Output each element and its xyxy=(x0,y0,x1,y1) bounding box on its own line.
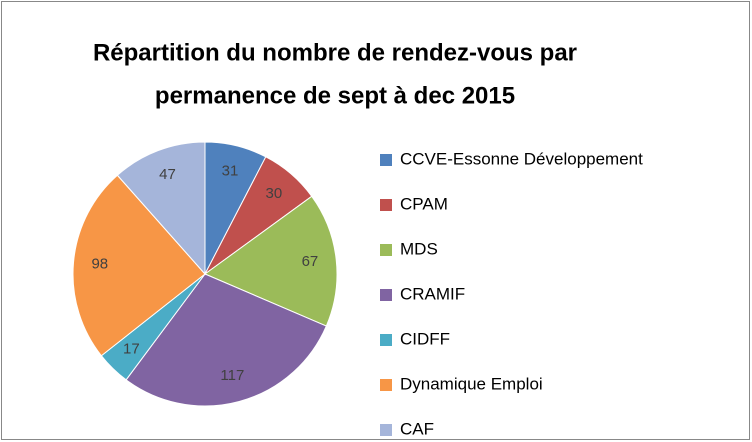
pie-slice xyxy=(203,195,338,327)
data-label: 31 xyxy=(222,162,239,179)
data-label: 47 xyxy=(159,166,176,183)
legend-label: CIDFF xyxy=(400,329,450,348)
data-label: 98 xyxy=(91,256,108,273)
legend-swatch xyxy=(380,424,392,436)
legend-label: CPAM xyxy=(400,194,448,213)
legend-label: CRAMIF xyxy=(400,284,465,303)
legend-swatch xyxy=(380,379,392,391)
chart-title: Répartition du nombre de rendez-vous par xyxy=(93,39,577,66)
legend-label: Dynamique Emploi xyxy=(400,374,543,393)
legend-swatch xyxy=(380,199,392,211)
legend-label: CCVE-Essonne Développement xyxy=(400,149,643,168)
legend-swatch xyxy=(380,289,392,301)
data-label: 67 xyxy=(302,253,319,270)
legend-swatch xyxy=(380,244,392,256)
data-label: 30 xyxy=(266,185,283,202)
data-label: 117 xyxy=(220,367,244,384)
legend-swatch xyxy=(380,334,392,346)
legend-swatch xyxy=(380,154,392,166)
pie-slice xyxy=(72,174,206,357)
pie-slice xyxy=(116,141,206,276)
pie-slice xyxy=(125,273,327,407)
legend-label: CAF xyxy=(400,419,434,438)
data-label: 17 xyxy=(123,341,140,358)
chart-title: permanence de sept à dec 2015 xyxy=(155,82,515,109)
legend-label: MDS xyxy=(400,239,438,258)
